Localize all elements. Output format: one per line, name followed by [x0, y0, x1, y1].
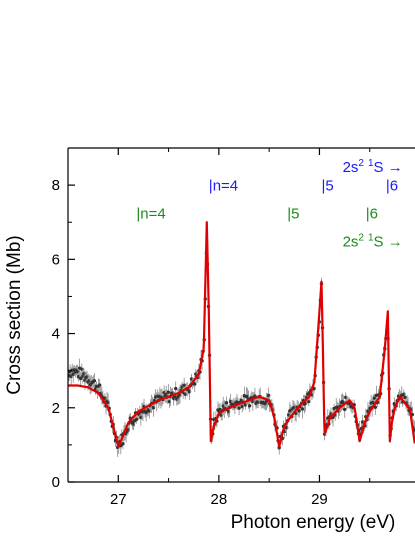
x-tick-label: 27: [110, 491, 127, 508]
x-tick-label: 28: [211, 491, 228, 508]
series-label-green: |6: [366, 206, 378, 223]
series-title-blue: 2s2 1S →: [343, 158, 403, 176]
data-point: [78, 376, 83, 381]
series-label-green: |n=4: [136, 206, 165, 223]
series-label-green: |5: [287, 206, 299, 223]
data-point: [224, 401, 229, 405]
y-tick-label: 4: [52, 326, 60, 343]
data-point: [174, 386, 178, 391]
data-point: [342, 407, 347, 412]
x-tick-label: 29: [311, 491, 328, 508]
y-tick-label: 8: [52, 177, 60, 194]
data-point: [121, 442, 125, 446]
series-label-blue: |5: [321, 178, 333, 195]
data-layer: [68, 221, 415, 457]
annotation-layer: |n=4 |5 |6 |n=4 |5 |6 2s2 1S → 2s2 1S →: [136, 158, 402, 250]
x-axis-title: Photon energy (eV): [231, 512, 396, 533]
series-title-green: 2s2 1S →: [343, 232, 403, 250]
data-point: [97, 383, 102, 387]
data-point: [134, 417, 139, 421]
data-point: [193, 382, 197, 386]
data-point: [300, 407, 305, 411]
data-point: [372, 396, 376, 400]
y-tick-label: 0: [52, 474, 60, 491]
series-label-blue: |n=4: [209, 178, 238, 195]
y-tick-label: 2: [52, 400, 60, 417]
fit-curve: [68, 221, 415, 448]
data-point: [403, 395, 407, 400]
y-tick-label: 6: [52, 251, 60, 268]
series-label-blue: |6: [386, 178, 398, 195]
y-axis-title: Cross section (Mb): [4, 235, 25, 394]
data-point: [182, 383, 186, 387]
axes-layer: 272829302468: [52, 147, 415, 508]
data-point: [247, 404, 252, 408]
data-point: [166, 390, 171, 394]
data-point: [92, 379, 97, 383]
data-point: [237, 406, 241, 410]
measured-series: [68, 243, 415, 457]
